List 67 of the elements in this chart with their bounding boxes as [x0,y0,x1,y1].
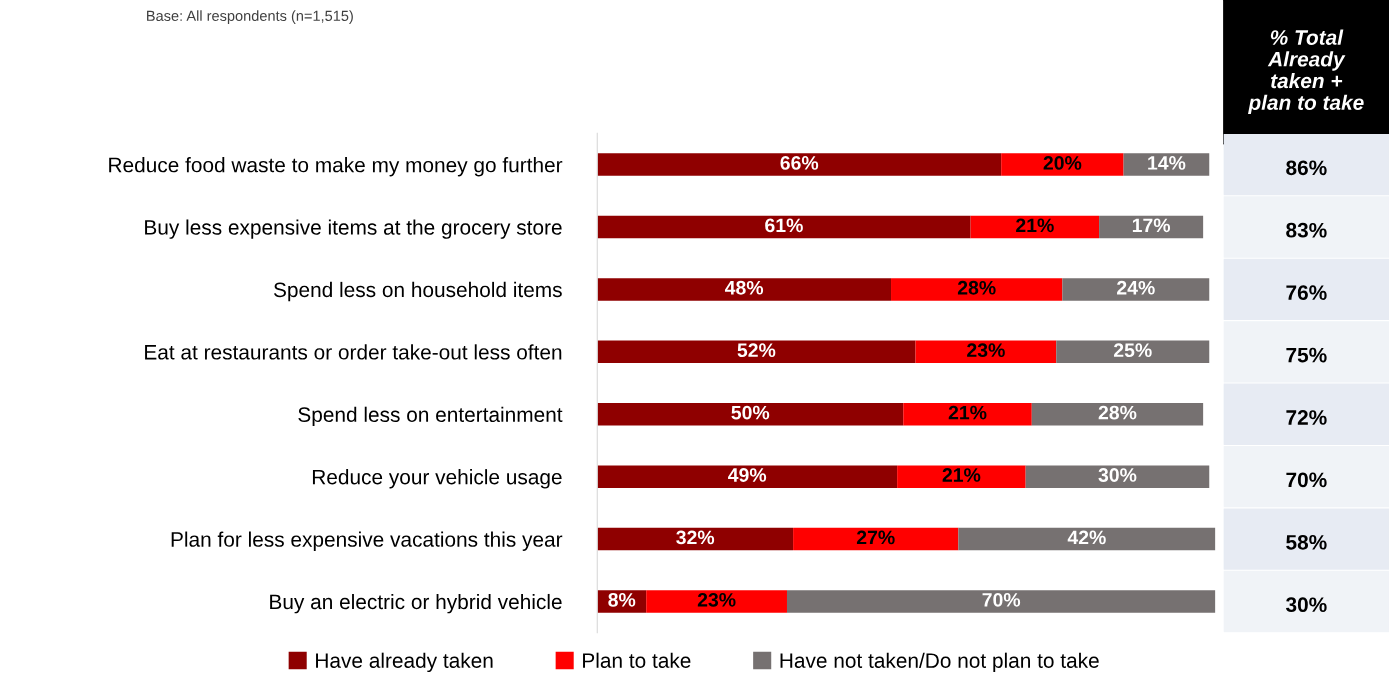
bar [1001,153,1124,176]
text: Base: All respondents (n=1,515) [147,10,353,24]
bar [1056,340,1210,364]
data-label: 70% [982,592,1021,607]
y-tick-label: Reduce your vehicle usage [312,469,562,489]
bar [915,340,1057,364]
legend-label: Have already taken [316,652,493,673]
data-label: 28% [957,280,996,295]
bar [786,590,1216,613]
text: 72% [1286,410,1327,425]
data-label: 28% [1098,405,1137,420]
data-label: 20% [1043,156,1082,170]
bar [1123,153,1210,176]
bar [597,465,898,488]
data-label: 8% [608,592,636,607]
bar [646,590,787,613]
data-label: 27% [856,530,895,545]
data-label: 66% [780,156,819,170]
y-tick-label: Reduce food waste to make my money go further [109,157,563,177]
y-tick-label: Buy less expensive items at the grocery store [145,219,562,239]
data-label: 24% [1117,280,1155,295]
text: 83% [1286,222,1327,238]
data-label: 48% [724,280,764,295]
text: 30% [1285,597,1327,613]
bar [597,527,794,551]
bar [1031,403,1204,426]
data-label: 23% [967,343,1005,358]
data-label: 21% [1016,218,1054,233]
bar [958,527,1216,551]
text: 70% [1286,472,1327,488]
data-label: 52% [737,343,776,358]
bar [597,153,1002,176]
data-label: 61% [765,218,803,233]
text: 75% [1286,347,1327,363]
data-label: 17% [1132,218,1171,233]
bar [597,340,916,364]
y-tick-label: Spend less on household items [273,281,562,302]
bar [1062,278,1210,301]
text: 58% [1286,534,1327,550]
bar [597,215,971,239]
data-label: 21% [942,468,981,482]
y-tick-label: Eat at restaurants or order take-out less often [145,344,562,360]
legend-label: Plan to take [583,652,691,668]
data-label: 50% [731,405,770,420]
bar [891,278,1063,301]
data-label: 25% [1113,343,1152,358]
text: 76% [1286,285,1327,300]
data-label: 23% [697,592,736,607]
data-label: 32% [676,530,715,545]
bar [793,527,959,551]
legend-label: Have not taken/Do not plan to take [780,652,1099,673]
data-label: 49% [728,468,767,482]
data-label: 21% [948,405,987,420]
y-tick-label: Plan for less expensive vacations this year [171,531,563,551]
bar [1025,465,1210,488]
text: 86% [1286,160,1327,176]
data-label: 42% [1067,530,1106,545]
bar [970,215,1100,239]
bar [903,403,1032,426]
text: % Total Already taken + plan to take [1248,29,1364,115]
bar [597,278,892,301]
data-label: 30% [1098,468,1137,482]
y-tick-label: Buy an electric or hybrid vehicle [270,593,562,614]
bar [897,465,1026,488]
y-tick-label: Spend less on entertainment [298,406,563,427]
data-label: 14% [1148,156,1186,170]
bar [597,403,904,426]
